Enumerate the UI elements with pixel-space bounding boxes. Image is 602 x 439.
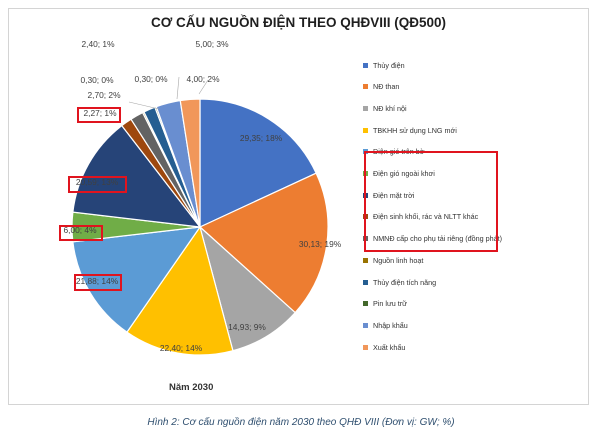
slice-data-label: 30,13; 19% [299,239,342,249]
label-highlight-box [59,225,103,241]
slice-data-label: 4,00; 2% [186,74,220,84]
slice-data-label: 22,40; 14% [160,343,203,353]
legend-swatch [363,84,368,90]
legend-swatch [363,127,368,133]
legend-item: NĐ khí nội [363,102,407,114]
legend-highlight-box [364,151,498,252]
leader-line [176,76,180,100]
chart-title: CƠ CẤU NGUỒN ĐIỆN THEO QHĐVIII (QĐ500) [150,15,447,30]
legend-label: Nhập khẩu [373,320,408,330]
slice-data-label: 2,40; 1% [81,39,115,49]
legend-item: Nhập khẩu [363,319,408,331]
legend-swatch [363,105,368,111]
legend-label: Điện sinh khối, rác và NLTT khác [373,212,479,222]
legend-label: Pin lưu trữ [373,299,407,309]
slice-data-label: 21,88; 14% [76,276,119,286]
legend-label: NĐ khí nội [373,103,407,113]
legend-item: Nguồn linh hoạt [363,254,423,266]
pie-slice [199,98,317,228]
pie-slice [126,225,234,356]
slice-data-label: 14,93; 9% [228,322,266,332]
label-highlight-box [68,176,127,193]
slice-data-label: 2,27; 1% [83,108,117,118]
figure-caption: Hình 2: Cơ cấu nguồn điện năm 2030 theo … [147,417,455,428]
legend-label: NMNĐ cấp cho phụ tải riêng (đồng phát) [373,234,503,244]
legend-label: Thủy điện tích năng [373,277,437,287]
legend-swatch [363,344,368,350]
legend-item: Thủy điện tích năng [363,276,436,288]
label-highlight-box [74,274,122,291]
legend-label: Điện mặt trời [373,190,415,200]
legend-swatch [363,301,368,307]
legend-item: Xuất khẩu [363,341,405,353]
slice-data-label: 0,30; 0% [80,75,114,85]
pie-chart: 29,35; 18% 30,13; 19% 14,93; 9% 22,40; 14% 2… [59,39,342,356]
legend-item: TBKHH sử dụng LNG mới [363,124,457,136]
slice-data-label: 5,00; 3% [195,39,229,49]
slice-data-label: 29,35; 18% [240,133,283,143]
legend-item: Pin lưu trữ [363,298,407,310]
legend-swatch [363,62,368,68]
legend-item: Thủy điện [363,59,405,71]
label-highlight-box [77,107,121,123]
legend-item: NĐ than [363,81,399,93]
leader-line [128,101,160,110]
slice-data-label: 0,30; 0% [134,74,168,84]
legend-swatch [363,322,368,328]
legend-swatch [363,257,368,263]
pie-slice [72,226,202,333]
legend-label: Nguồn linh hoạt [373,255,424,265]
legend-label: Xuất khẩu [373,342,406,352]
legend-swatch [363,279,368,285]
pie-slice [72,124,202,228]
chart-subtitle: Năm 2030 [169,382,214,393]
slice-data-label: 2,70; 2% [87,90,121,100]
slice-data-label: 6,00; 4% [63,225,97,235]
leader-line [198,79,209,95]
legend-label: Thủy điện [373,60,405,70]
pie-slice [198,172,329,314]
legend-label: Điện gió ngoài khơi [373,169,435,178]
slice-data-label: 20,59; 13% [76,177,119,187]
pie-slice [179,98,201,228]
legend-label: NĐ than [373,82,400,92]
legend-label: TBKHH sử dụng LNG mới [373,125,457,135]
chart-frame: CƠ CẤU NGUỒN ĐIỆN THEO QHĐVIII (QĐ500) 2… [8,8,589,405]
